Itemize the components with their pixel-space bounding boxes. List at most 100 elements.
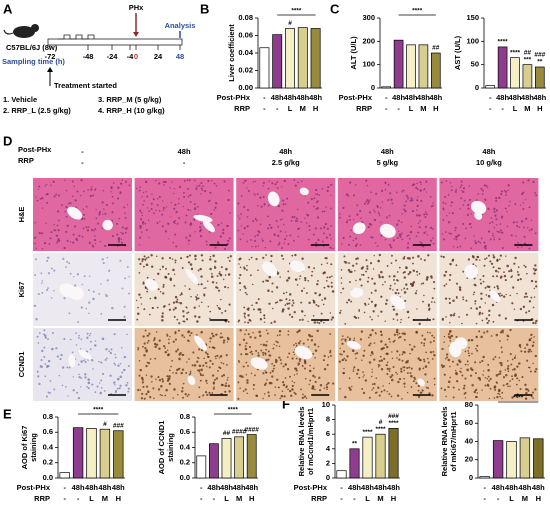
nucleus	[181, 334, 184, 337]
nucleus	[284, 304, 287, 306]
nucleus	[195, 297, 199, 300]
nucleus	[460, 189, 463, 192]
nucleus	[136, 312, 140, 316]
nucleus	[380, 359, 384, 362]
nucleus	[509, 353, 512, 356]
nucleus	[137, 348, 139, 351]
nucleus	[471, 369, 473, 371]
nucleus	[271, 375, 274, 378]
nucleus	[499, 267, 501, 270]
nucleus	[44, 334, 47, 337]
nucleus	[469, 198, 471, 201]
nucleus	[287, 388, 289, 391]
nucleus	[170, 365, 172, 368]
nucleus	[426, 234, 429, 236]
nucleus	[386, 345, 389, 349]
nucleus	[345, 193, 349, 196]
nucleus	[149, 313, 151, 316]
bar	[234, 436, 244, 479]
nucleus	[174, 261, 177, 264]
nucleus	[44, 336, 47, 339]
nucleus	[430, 205, 433, 208]
nucleus	[125, 384, 128, 387]
nucleus	[255, 394, 258, 397]
nucleus	[274, 394, 276, 396]
nucleus	[150, 208, 153, 211]
nucleus	[472, 256, 475, 259]
nucleus	[288, 389, 292, 393]
nucleus	[164, 350, 168, 354]
nucleus	[100, 379, 103, 382]
nucleus	[227, 384, 231, 388]
vessel	[352, 222, 366, 235]
nucleus	[76, 391, 79, 394]
nucleus	[497, 271, 499, 273]
nucleus	[180, 257, 183, 260]
nucleus	[87, 387, 90, 390]
nucleus	[145, 191, 148, 193]
nucleus	[53, 223, 55, 226]
nucleus	[289, 375, 291, 378]
nucleus	[222, 362, 225, 365]
bar	[246, 434, 257, 479]
nucleus	[111, 195, 114, 198]
nucleus	[167, 353, 171, 356]
bar	[99, 428, 111, 479]
nucleus	[199, 372, 202, 375]
bar	[492, 440, 504, 479]
nucleus	[418, 367, 421, 370]
nucleus	[56, 241, 59, 244]
nucleus	[495, 275, 498, 278]
vessel	[68, 354, 76, 368]
nucleus	[38, 382, 41, 386]
nucleus	[447, 194, 450, 196]
nucleus	[80, 218, 84, 221]
nucleus	[167, 222, 170, 225]
nucleus	[168, 382, 171, 386]
nucleus	[157, 388, 161, 391]
nucleus	[339, 213, 341, 215]
nucleus	[138, 272, 141, 274]
nucleus	[68, 366, 71, 369]
nucleus	[75, 206, 77, 208]
nucleus	[105, 348, 108, 351]
nucleus	[458, 388, 460, 391]
nucleus	[211, 272, 213, 275]
nucleus	[278, 386, 280, 389]
nucleus	[522, 191, 525, 194]
nucleus	[281, 218, 283, 220]
nucleus	[456, 246, 459, 249]
nucleus	[418, 214, 421, 217]
nucleus	[179, 367, 181, 370]
micrograph-bg	[134, 328, 234, 401]
nucleus	[527, 350, 531, 353]
bar	[310, 28, 321, 89]
nucleus	[325, 280, 328, 282]
nucleus	[140, 218, 143, 221]
nucleus	[215, 357, 217, 360]
bar	[406, 44, 416, 89]
nucleus	[110, 348, 113, 351]
nucleus	[500, 363, 503, 367]
nucleus	[296, 331, 299, 334]
nucleus	[460, 197, 463, 200]
nucleus	[394, 282, 396, 285]
nucleus	[371, 368, 373, 371]
nucleus	[482, 189, 484, 192]
nucleus	[535, 319, 538, 323]
nucleus	[164, 276, 168, 279]
nucleus	[500, 294, 503, 297]
nucleus	[114, 353, 116, 356]
nucleus	[80, 194, 82, 197]
nucleus	[213, 182, 216, 185]
nucleus	[94, 242, 97, 245]
nucleus	[423, 358, 425, 361]
nucleus	[300, 221, 303, 223]
nucleus	[124, 277, 127, 280]
nucleus	[287, 307, 290, 310]
nucleus	[41, 207, 44, 209]
nucleus	[172, 241, 175, 244]
nucleus	[247, 189, 250, 192]
nucleus	[528, 366, 531, 369]
nucleus	[217, 306, 220, 309]
